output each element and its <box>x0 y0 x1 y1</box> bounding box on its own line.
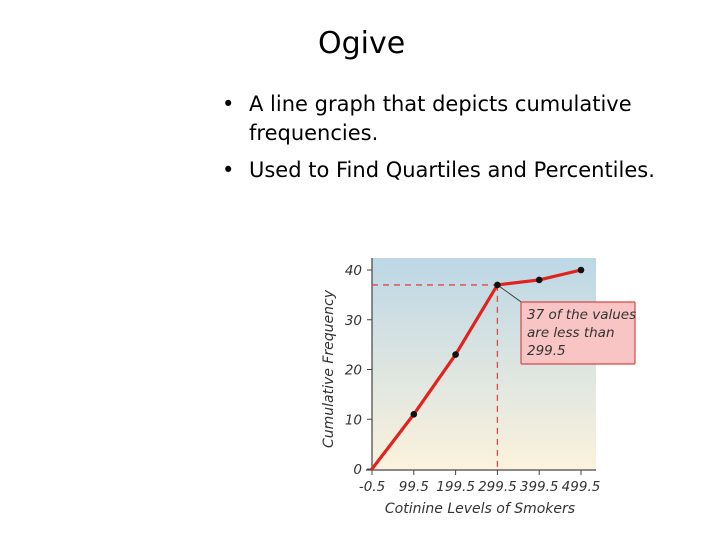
slide-title: Ogive <box>318 26 406 61</box>
data-point <box>410 410 418 418</box>
annotation-line: 37 of the values <box>527 307 636 323</box>
annotation-box <box>520 301 636 365</box>
annotation-pointer <box>497 284 525 305</box>
x-tick-label: 399.5 <box>520 479 559 495</box>
y-tick-label: 30 <box>345 313 362 329</box>
bullet-text: A line graph that depicts cumulative fre… <box>249 92 632 145</box>
y-tick-label: 20 <box>345 363 362 379</box>
y-axis-label: Cumulative Frequency <box>321 289 337 448</box>
y-tick-label: 10 <box>345 412 362 428</box>
data-point <box>535 276 543 284</box>
bullet-item: • A line graph that depicts cumulative fr… <box>222 90 692 148</box>
x-tick-label: 99.5 <box>399 479 429 495</box>
bullet-symbol: • <box>222 92 235 116</box>
data-point <box>494 281 501 289</box>
bullet-symbol: • <box>222 158 235 182</box>
bullet-item: • Used to Find Quartiles and Percentiles. <box>222 156 692 185</box>
x-tick-label: -0.5 <box>359 479 385 495</box>
x-tick-label: 199.5 <box>436 479 475 495</box>
y-tick-label: 0 <box>353 462 362 478</box>
annotation: 37 of the values are less than 299.5 <box>520 301 636 365</box>
annotation-line: are less than <box>527 325 615 341</box>
series-line <box>370 268 583 471</box>
annotation-line: 299.5 <box>527 343 566 359</box>
y-tick-label: 40 <box>345 263 362 279</box>
x-tick-label: 299.5 <box>478 479 517 495</box>
data-point <box>452 351 459 358</box>
x-tick-label: 499.5 <box>562 479 601 495</box>
data-point <box>577 266 585 274</box>
bullet-list: • A line graph that depicts cumulative fr… <box>222 90 692 193</box>
x-axis-label: Cotinine Levels of Smokers <box>385 501 575 517</box>
bullet-text: Used to Find Quartiles and Percentiles. <box>249 158 655 182</box>
